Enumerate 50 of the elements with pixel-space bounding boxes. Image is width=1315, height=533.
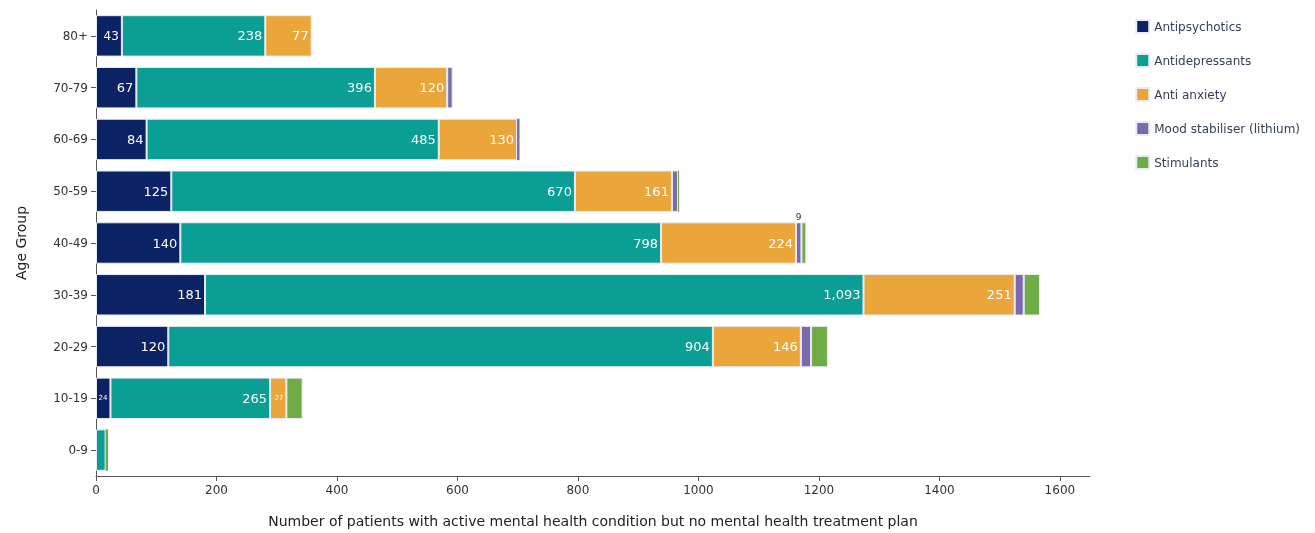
data-label: 125 <box>143 183 169 199</box>
legend-label: Antipsychotics <box>1154 19 1242 34</box>
x-tick-label: 400 <box>325 483 349 497</box>
x-tick-label: 0 <box>92 483 100 497</box>
legend-label: Anti anxiety <box>1154 87 1227 102</box>
data-label: 224 <box>768 235 794 251</box>
data-label: 146 <box>773 339 798 355</box>
data-label: 67 <box>116 80 134 96</box>
y-tick-label: 10-19 <box>53 391 88 406</box>
x-tick-label: 200 <box>205 483 228 497</box>
data-label: 670 <box>547 183 572 199</box>
x-tick-label: 800 <box>566 483 590 497</box>
y-tick-label: 50-59 <box>53 184 88 199</box>
legend-label: Stimulants <box>1154 155 1219 170</box>
data-label: 77 <box>292 28 309 44</box>
y-tick-label: 40-49 <box>53 236 88 250</box>
bar <box>517 118 520 161</box>
x-tick-label: 1600 <box>1044 483 1076 497</box>
data-label: 265 <box>242 390 268 406</box>
data-label: 485 <box>410 131 436 147</box>
legend-label: Antidepressants <box>1154 53 1252 68</box>
x-tick-label: 1400 <box>924 483 955 497</box>
x-tick-label: 1200 <box>803 483 835 497</box>
data-label: 161 <box>644 183 669 199</box>
data-label: 43 <box>103 28 119 43</box>
y-tick-label: 30-39 <box>53 287 88 302</box>
data-label: 251 <box>986 287 1012 303</box>
data-label: 1,093 <box>823 287 861 303</box>
y-tick-label: 70-79 <box>53 80 88 95</box>
data-label: 140 <box>152 235 178 251</box>
data-label: 181 <box>177 287 203 303</box>
data-label: 130 <box>489 131 515 147</box>
data-label: 84 <box>127 131 144 147</box>
data-label: 904 <box>685 339 710 355</box>
x-tick-label: 600 <box>446 483 469 497</box>
data-label: 9 <box>795 211 802 222</box>
data-label: 798 <box>633 235 659 251</box>
y-tick-label: 20-29 <box>53 339 88 354</box>
y-axis-title: Age Group <box>13 205 29 281</box>
bar <box>96 429 106 471</box>
y-tick-label: 80+ <box>62 28 88 43</box>
data-label: 120 <box>419 80 445 96</box>
y-tick-label: 60-69 <box>53 132 88 147</box>
x-axis-title: Number of patients with active mental health condition but no mental health treatment plan <box>268 513 918 529</box>
legend-label: Mood stabiliser (lithium) <box>1154 121 1301 136</box>
data-label: 238 <box>237 28 263 44</box>
y-tick-label: 0-9 <box>68 443 88 458</box>
data-label: 396 <box>347 80 372 96</box>
x-tick-label: 1000 <box>683 483 714 497</box>
data-label: 120 <box>140 339 166 355</box>
